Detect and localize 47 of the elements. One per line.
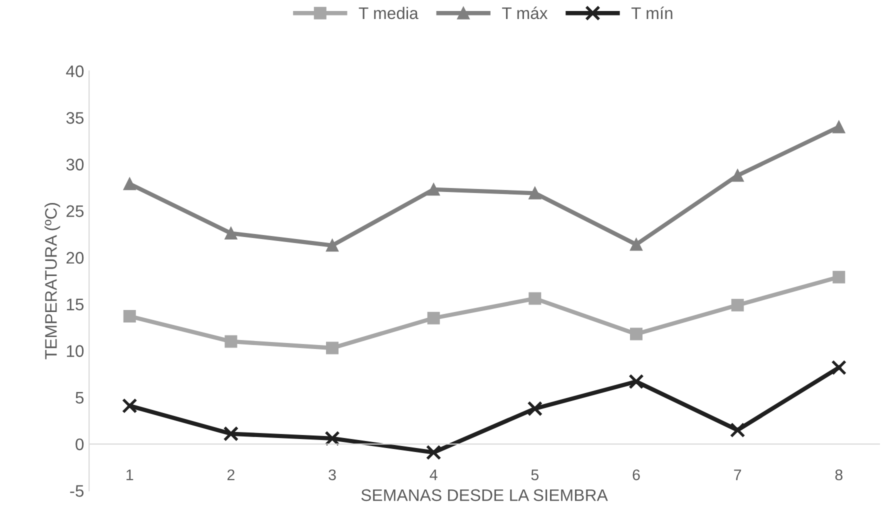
point: [224, 227, 238, 240]
point: [831, 360, 847, 376]
point: [427, 312, 440, 324]
point: [122, 398, 138, 414]
point: [832, 270, 846, 284]
x-axis-title: SEMANAS DESDE LA SIEMBRA: [361, 489, 608, 502]
legend-label: T máx: [502, 6, 548, 20]
y-tick-label: 10: [66, 345, 84, 357]
x-tick-label: 7: [734, 470, 742, 480]
point: [426, 444, 442, 460]
x-tick-label: 1: [126, 470, 134, 480]
point: [628, 374, 644, 390]
y-tick-label: 35: [66, 112, 84, 124]
legend-label: T media: [358, 6, 418, 20]
point: [324, 430, 340, 446]
point: [224, 335, 238, 348]
x-tick-label: 2: [227, 469, 234, 480]
x-tick-label: 4: [430, 470, 438, 480]
point: [326, 342, 339, 354]
y-tick-label: 25: [66, 205, 84, 218]
x-tick-label: 5: [531, 470, 539, 480]
point: [730, 422, 746, 438]
point: [528, 292, 542, 305]
point: [123, 310, 136, 323]
y-tick-label: 30: [66, 158, 84, 170]
y-tick-label: -5: [70, 485, 84, 497]
point: [326, 239, 339, 252]
y-tick-label: 20: [66, 252, 84, 264]
point: [123, 178, 136, 190]
y-tick-label: 15: [66, 298, 84, 310]
x-tick-label: 8: [835, 469, 842, 480]
point: [527, 400, 543, 416]
y-tick-label: 0: [76, 438, 84, 450]
point: [223, 426, 239, 442]
y-tick-label: 40: [66, 65, 84, 78]
y-tick-label: 5: [76, 392, 84, 404]
x-tick-label: 6: [632, 469, 640, 480]
x-tick-label: 3: [328, 469, 336, 480]
point: [630, 238, 642, 251]
point: [731, 298, 744, 312]
point: [731, 169, 744, 182]
legend-label: T mín: [631, 6, 672, 19]
point: [832, 120, 846, 134]
point: [528, 186, 542, 200]
point: [427, 183, 440, 196]
point: [630, 328, 642, 340]
y-axis-title: TEMPERATURA (ºC): [44, 203, 60, 360]
